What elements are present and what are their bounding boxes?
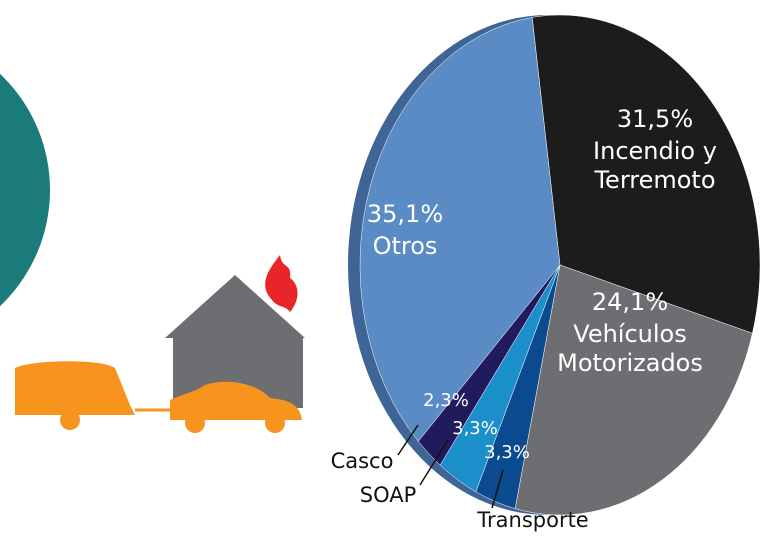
value-label: 3,3% xyxy=(452,418,498,439)
value-label: 35,1% xyxy=(366,200,444,228)
car-wheel xyxy=(185,413,205,433)
value-label: 2,3% xyxy=(423,390,469,411)
pie-slice xyxy=(531,14,761,334)
leader-line xyxy=(397,424,419,456)
car-wheel xyxy=(265,413,285,433)
trailer xyxy=(15,361,135,415)
category-label: Otros xyxy=(372,232,438,260)
pie xyxy=(348,14,761,516)
car xyxy=(170,381,302,420)
leader-line xyxy=(491,469,504,509)
value-label: 31,5% xyxy=(616,105,694,133)
teal-circle xyxy=(0,73,50,307)
pie-slice xyxy=(359,17,561,442)
category-label: Incendio y Terremoto xyxy=(593,137,717,194)
category-label: SOAP xyxy=(359,483,417,507)
pie-slice xyxy=(514,264,753,516)
category-label: Vehículos Motorizados xyxy=(557,320,703,377)
value-label: 3,3% xyxy=(484,442,530,463)
leader-line xyxy=(419,439,449,486)
trailer-wheel xyxy=(60,410,80,430)
category-label: Casco xyxy=(330,449,394,473)
value-label: 24,1% xyxy=(591,288,669,316)
flame xyxy=(265,255,298,312)
house-roof xyxy=(165,275,305,338)
category-label: Transporte xyxy=(477,508,589,532)
